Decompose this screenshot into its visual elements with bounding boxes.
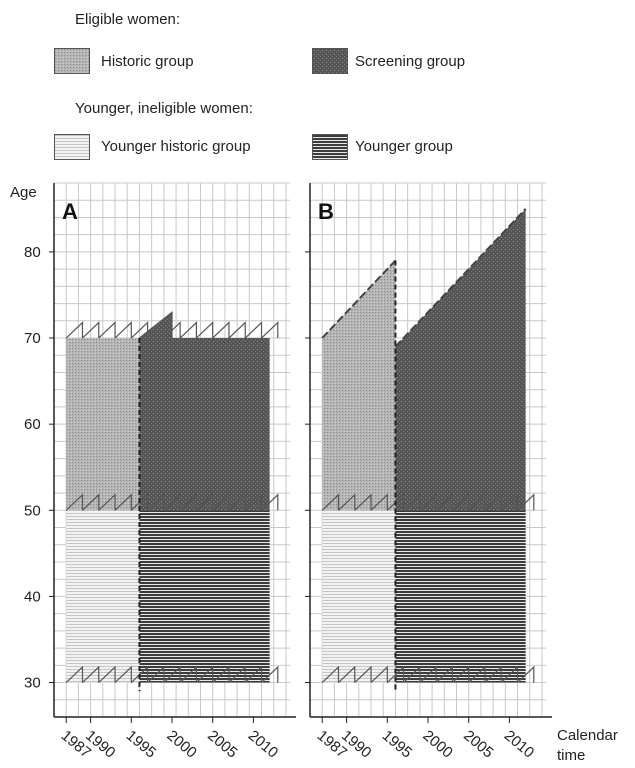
y-tick-label: 50 [24,502,41,519]
sawtooth-edge [321,493,535,511]
screening-group-swatch [312,48,348,74]
x-axis-title-line2: time [557,747,585,764]
region-screening [139,338,270,511]
region-historic [322,260,396,511]
y-tick-label: 70 [24,330,41,347]
x-tick-label: 2000 [163,727,199,761]
sawtooth-edge [321,665,535,683]
x-tick-label: 2010 [501,727,537,761]
legend-younger-group: Younger group [355,138,453,155]
y-tick-label: 30 [24,675,41,692]
historic-group-swatch [54,48,90,74]
panel-a-regions [65,310,279,692]
cohort-boundary-line [321,259,397,339]
legend-screening-group: Screening group [355,53,466,70]
y-tick-label: 60 [24,416,41,433]
legend-eligible-heading: Eligible women: [75,11,181,28]
x-tick-label: 1995 [379,727,415,761]
sawtooth-edge [65,493,279,511]
panel-b-regions [321,208,535,692]
screening-peak [139,310,173,339]
x-axis-title-line1: Calendar [557,727,618,744]
legend-historic-group: Historic group [101,53,194,70]
panel-a-label: A [62,199,78,224]
region-younger [395,510,526,683]
x-tick-label: 2005 [204,727,240,761]
region-younger-historic [66,510,140,683]
region-screening [395,208,526,511]
y-tick-label: 80 [24,244,41,261]
x-tick-label: 2010 [245,727,281,761]
legend-younger-historic-group: Younger historic group [101,138,251,155]
region-younger [139,510,270,683]
region-historic [66,338,140,511]
cohort-boundary-line [394,208,527,348]
y-axis-title: Age [10,184,37,201]
x-tick-label: 2005 [460,727,496,761]
sawtooth-edge [65,665,279,683]
x-tick-label: 1995 [123,727,159,761]
region-younger-historic [322,510,396,683]
x-tick-label: 2000 [419,727,455,761]
younger-historic-group-swatch [54,134,90,160]
legend-younger-heading: Younger, ineligible women: [75,100,253,117]
y-tick-label: 40 [24,588,41,605]
panel-b-label: B [318,199,334,224]
younger-group-swatch [312,134,348,160]
